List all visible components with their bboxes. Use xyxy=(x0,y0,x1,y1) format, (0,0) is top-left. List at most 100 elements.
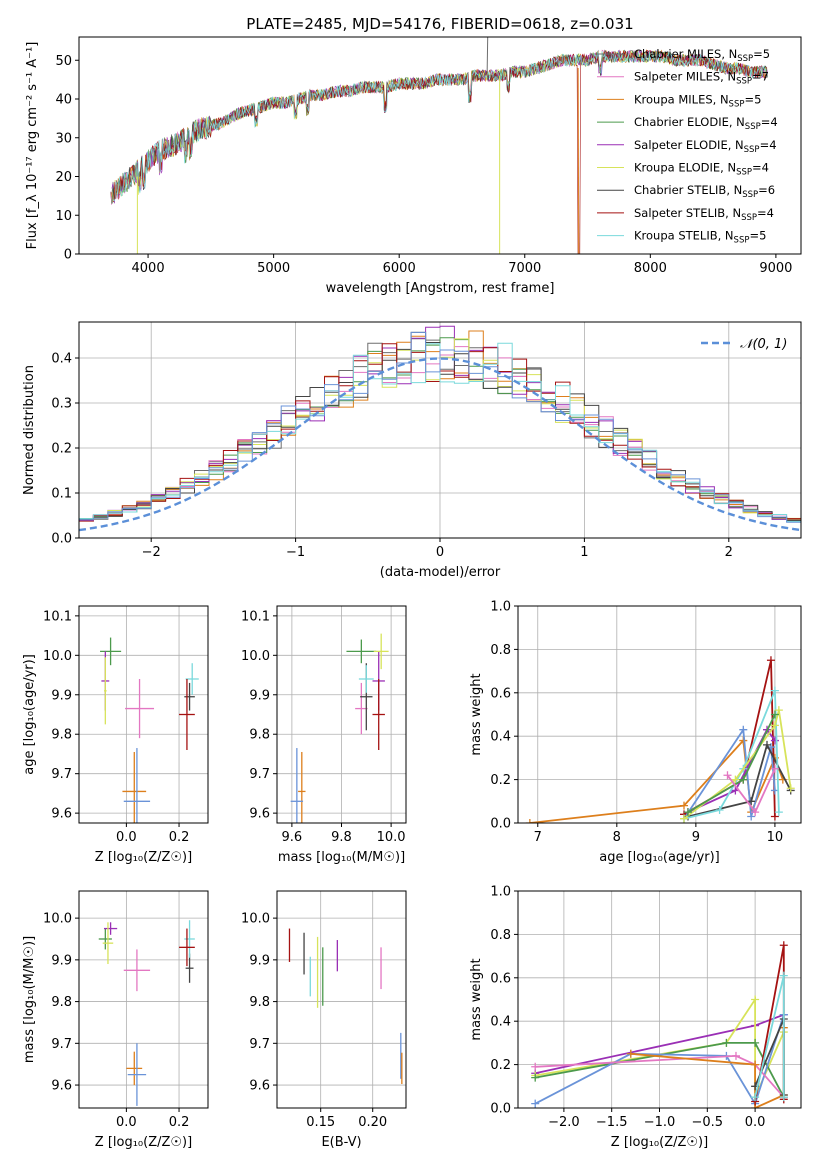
x-tick-label: 6000 xyxy=(383,261,416,276)
legend-label: Salpeter STELIB, NSSP=4 xyxy=(634,206,774,223)
legend-name: Salpeter MILES, N xyxy=(634,70,736,84)
legend-sub: SSP xyxy=(744,145,760,155)
y-tick-label: 9.7 xyxy=(249,767,270,782)
plot-area xyxy=(98,920,195,1106)
weight-marker xyxy=(770,764,779,773)
legend-name: Chabrier MILES, N xyxy=(634,47,737,61)
y-axis-label: mass [log₁₀(M/M☉)] xyxy=(22,936,37,1063)
legend-suffix: =5 xyxy=(753,47,770,61)
weight-marker xyxy=(525,819,534,823)
weight-marker xyxy=(779,941,788,950)
x-axis-label: wavelength [Angstrom, rest frame] xyxy=(326,281,555,296)
x-tick-label: −1 xyxy=(286,545,305,560)
y-tick-label: 0.4 xyxy=(490,730,511,745)
legend-suffix: =7 xyxy=(752,70,769,84)
legend-sub: SSP xyxy=(745,122,761,132)
plot-area xyxy=(525,656,795,823)
weight-marker xyxy=(770,736,779,745)
x-tick-label: 0.15 xyxy=(306,1115,335,1130)
x-tick-label: 7000 xyxy=(508,261,541,276)
gaussian-curve xyxy=(79,357,801,532)
weight-marker xyxy=(680,814,689,823)
legend-sub: SSP xyxy=(734,236,750,246)
legend-name: Salpeter STELIB, N xyxy=(634,206,741,220)
x-axis-label: E(B-V) xyxy=(321,1135,361,1150)
legend-suffix: =5 xyxy=(749,229,766,243)
weight-marker xyxy=(770,686,779,695)
x-tick-label: −2 xyxy=(142,545,161,560)
legend-sub: SSP xyxy=(729,99,745,109)
y-tick-label: 9.6 xyxy=(51,1079,72,1094)
x-axis-label: (data-model)/error xyxy=(380,565,501,580)
weight-marker xyxy=(531,1073,540,1082)
weight-marker xyxy=(731,1051,740,1060)
x-tick-label: 0.2 xyxy=(169,830,190,845)
y-tick-label: 10.1 xyxy=(241,609,270,624)
histogram-series xyxy=(79,331,801,538)
weight-marker xyxy=(680,801,689,810)
y-axis-label: Normed distribution xyxy=(22,365,37,495)
weight-marker xyxy=(770,710,779,719)
legend-suffix: =6 xyxy=(758,183,775,197)
legend-label: Kroupa STELIB, NSSP=5 xyxy=(634,229,766,246)
x-tick-label: −0.5 xyxy=(692,1115,724,1130)
weight-marker xyxy=(766,656,775,665)
weight-marker xyxy=(531,1062,540,1071)
y-tick-label: 0.6 xyxy=(490,686,511,701)
y-tick-label: 0.4 xyxy=(51,352,72,367)
legend-name: Kroupa STELIB, N xyxy=(634,229,734,243)
y-tick-label: 30 xyxy=(55,131,72,146)
axes-frame xyxy=(78,605,209,824)
y-tick-label: 10.1 xyxy=(43,609,72,624)
y-tick-label: 1.0 xyxy=(490,600,511,615)
weight-marker xyxy=(747,797,756,806)
y-tick-label: 1.0 xyxy=(490,885,511,900)
legend-suffix: =4 xyxy=(761,115,778,129)
weight-line xyxy=(535,1054,785,1098)
axes-frame xyxy=(276,890,407,1109)
x-tick-label: 0.0 xyxy=(745,1115,766,1130)
weight-marker xyxy=(531,1099,540,1108)
x-tick-label: 0.0 xyxy=(116,830,137,845)
chart-age_vs_mass: 9.6 9.8 10.0 9.6 9.7 9.8 9.9 10.0 10.1 mass [log₁… xyxy=(241,605,407,865)
weight-marker xyxy=(722,1038,731,1047)
y-tick-label: 0 xyxy=(64,248,72,263)
spectrum-spike xyxy=(486,37,489,76)
y-tick-label: 9.6 xyxy=(249,807,270,822)
y-tick-label: 0.8 xyxy=(490,928,511,943)
x-tick-label: 9.8 xyxy=(331,830,352,845)
legend-suffix: =4 xyxy=(757,206,774,220)
legend-label: Salpeter ELODIE, NSSP=4 xyxy=(634,138,777,155)
y-tick-label: 20 xyxy=(55,170,72,185)
x-tick-label: 0.0 xyxy=(116,1115,137,1130)
y-axis-label: mass weight xyxy=(469,958,484,1040)
legend-name: Salpeter ELODIE, N xyxy=(634,138,744,152)
y-tick-label: 9.7 xyxy=(51,767,72,782)
y-tick-label: 0.2 xyxy=(490,773,511,788)
y-tick-label: 10.0 xyxy=(241,649,270,664)
y-tick-label: 0.0 xyxy=(490,1102,511,1117)
x-axis-label: Z [log₁₀(Z/Z☉)] xyxy=(611,1135,708,1150)
weight-line xyxy=(754,975,785,1098)
x-tick-label: 9.6 xyxy=(282,830,303,845)
x-axis-label: age [log₁₀(age/yr)] xyxy=(599,850,720,865)
weight-marker xyxy=(770,812,779,821)
weight-marker xyxy=(774,706,783,715)
legend-sub: SSP xyxy=(736,77,752,87)
weight-marker xyxy=(786,784,795,793)
axes-frame xyxy=(78,36,802,255)
y-tick-label: 10.0 xyxy=(241,912,270,927)
y-tick-label: 9.8 xyxy=(249,995,270,1010)
weight-marker xyxy=(731,775,740,784)
weight-line xyxy=(535,1042,785,1098)
legend-sub: SSP xyxy=(737,54,753,64)
legend-sub: SSP xyxy=(742,190,758,200)
y-tick-label: 9.9 xyxy=(249,953,270,968)
legend-label: Chabrier STELIB, NSSP=6 xyxy=(634,183,775,200)
axes-frame xyxy=(517,605,802,824)
weight-marker xyxy=(683,808,692,817)
y-tick-label: 0.1 xyxy=(51,487,72,502)
weight-marker xyxy=(751,995,760,1004)
x-tick-label: −2.0 xyxy=(548,1115,580,1130)
